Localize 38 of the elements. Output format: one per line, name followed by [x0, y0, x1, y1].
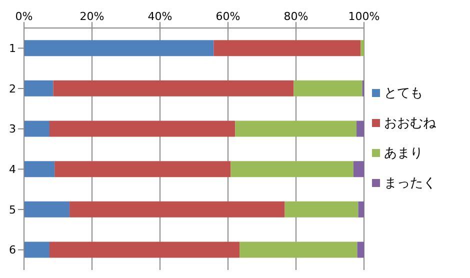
- y-tick-label: 2: [9, 82, 16, 96]
- bar: [353, 161, 364, 178]
- bar: [235, 120, 357, 137]
- legend-label: とても: [384, 86, 423, 101]
- y-tick-label: 1: [9, 42, 16, 56]
- legend-label: おおむね: [384, 116, 436, 131]
- legend-label: まったく: [384, 176, 436, 191]
- bar: [24, 242, 50, 258]
- bar: [54, 161, 231, 178]
- bar: [24, 80, 54, 96]
- y-tick-label: 3: [9, 122, 16, 136]
- bar: [24, 161, 55, 178]
- bar: [360, 40, 364, 56]
- y-tick-label: 4: [9, 163, 16, 176]
- x-tick-label: 40%: [148, 10, 172, 23]
- bar: [24, 120, 50, 137]
- bar: [358, 201, 364, 218]
- bar: [50, 120, 236, 137]
- bar: [294, 80, 362, 96]
- bar: [24, 40, 214, 56]
- bar: [284, 201, 358, 218]
- x-tick-label: 60%: [216, 10, 240, 23]
- bar: [24, 201, 70, 218]
- bar: [53, 80, 294, 96]
- bar: [70, 201, 285, 218]
- bar: [50, 242, 240, 258]
- x-tick-label: 20%: [80, 10, 104, 23]
- y-tick-label: 6: [9, 244, 16, 257]
- x-tick-label: 100%: [348, 10, 380, 23]
- x-tick-label: 0%: [15, 10, 33, 23]
- x-tick-label: 80%: [284, 10, 308, 23]
- y-tick-label: 5: [9, 203, 16, 216]
- bar: [357, 242, 364, 258]
- bar: [214, 40, 361, 56]
- bar: [230, 161, 354, 178]
- legend-label: あまり: [384, 146, 423, 161]
- bar: [356, 120, 364, 137]
- bar: [240, 242, 358, 258]
